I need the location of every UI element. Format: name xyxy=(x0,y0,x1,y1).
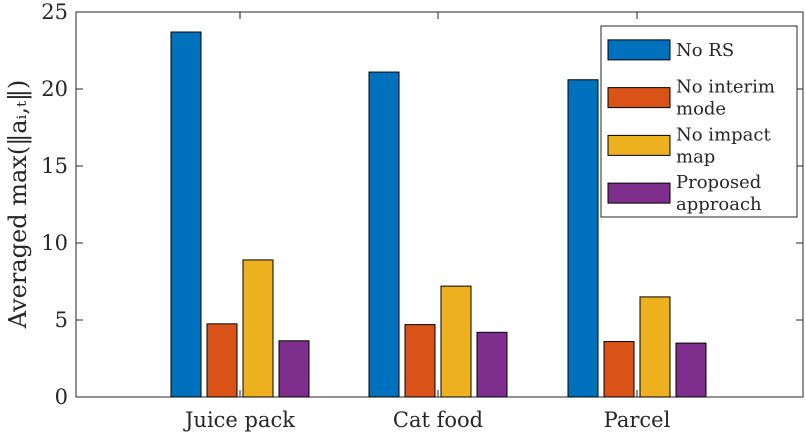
bar-no-rs-cat-food xyxy=(368,71,400,398)
legend-swatch xyxy=(607,182,671,204)
bar-no-rs-parcel xyxy=(567,79,599,398)
y-tick-label: 5 xyxy=(55,308,68,332)
y-axis-label: Averaged max(‖aᵢ,ₜ‖) xyxy=(4,80,33,329)
legend-label: No RS xyxy=(676,40,734,61)
y-tick-label: 20 xyxy=(41,77,68,101)
legend-label: map xyxy=(676,146,715,167)
y-tick-label: 0 xyxy=(55,385,68,409)
bar-no-impact-map-cat-food xyxy=(440,285,472,398)
x-axis-ticks: Juice pack Cat food Parcel xyxy=(183,12,671,432)
y-axis-ticks: 0 5 10 15 20 25 xyxy=(41,0,803,409)
legend-label: Proposed xyxy=(676,172,761,193)
bar-no-rs-juice-pack xyxy=(170,31,202,398)
bar-proposed-approach-cat-food xyxy=(476,331,508,398)
bar-no-impact-map-parcel xyxy=(639,296,671,398)
bar-no-impact-map-juice-pack xyxy=(242,259,274,398)
legend-label: No impact xyxy=(676,124,771,145)
legend-swatch xyxy=(607,39,671,61)
bar-no-interim-mode-juice-pack xyxy=(206,323,238,398)
y-tick-label: 10 xyxy=(41,231,68,255)
legend-label: mode xyxy=(676,99,726,120)
y-tick-label: 15 xyxy=(41,154,68,178)
bar-no-interim-mode-cat-food xyxy=(404,324,436,398)
bars-group xyxy=(170,31,707,398)
bar-proposed-approach-juice-pack xyxy=(278,340,310,398)
y-tick-label: 25 xyxy=(41,0,68,24)
x-tick-label: Parcel xyxy=(604,408,671,432)
bar-proposed-approach-parcel xyxy=(675,342,707,398)
bar-no-interim-mode-parcel xyxy=(603,341,635,398)
legend-label: No interim xyxy=(676,77,775,98)
legend-swatch xyxy=(607,87,671,109)
legend-label: approach xyxy=(676,194,762,215)
x-tick-label: Juice pack xyxy=(183,408,295,432)
x-tick-label: Cat food xyxy=(393,408,483,432)
legend-swatch xyxy=(607,134,671,156)
